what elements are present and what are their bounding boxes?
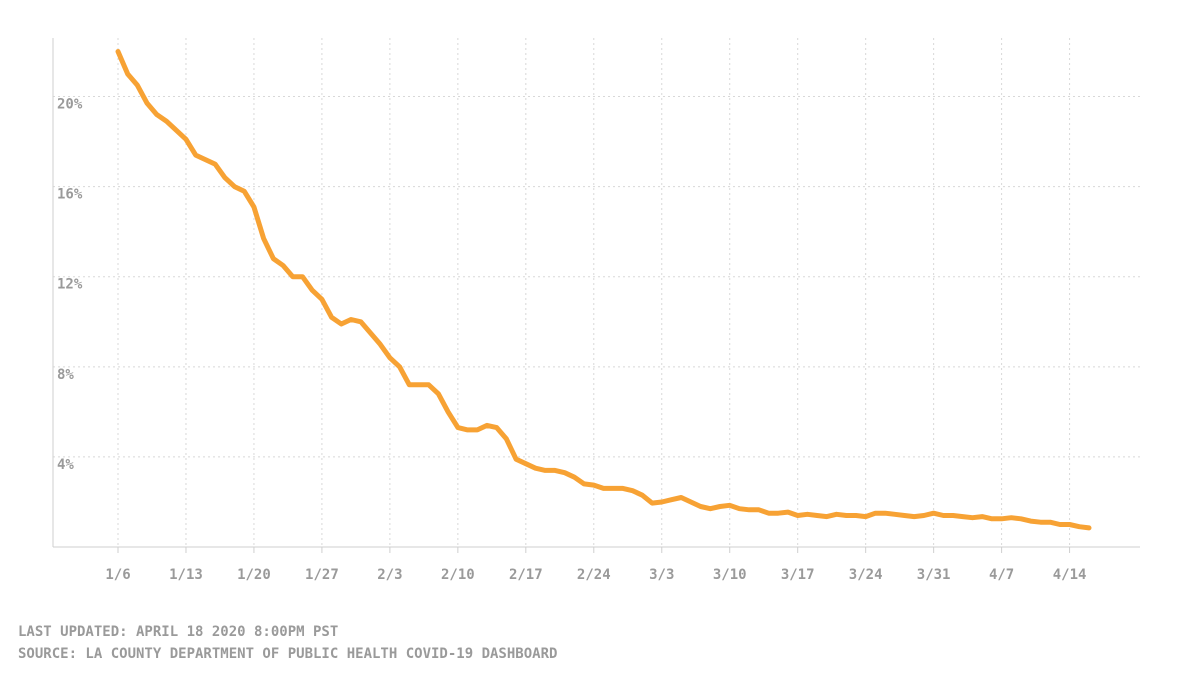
updated-note: LAST UPDATED: APRIL 18 2020 8:00PM PST bbox=[18, 624, 338, 640]
x-tick-label: 2/17 bbox=[509, 567, 543, 583]
x-tick-label: 4/7 bbox=[989, 567, 1014, 583]
x-tick-label: 3/24 bbox=[849, 567, 883, 583]
x-tick-label: 3/31 bbox=[917, 567, 951, 583]
data-line bbox=[115, 49, 1092, 531]
x-tick-label: 3/10 bbox=[713, 567, 747, 583]
x-tick-label: 1/6 bbox=[105, 567, 130, 583]
x-tick-label: 1/20 bbox=[237, 567, 271, 583]
x-tick-label: 3/3 bbox=[649, 567, 674, 583]
x-tick-label: 3/17 bbox=[781, 567, 815, 583]
y-tick-label: 8% bbox=[57, 367, 74, 383]
y-tick-label: 12% bbox=[57, 277, 83, 293]
x-tick-label: 1/13 bbox=[169, 567, 203, 583]
y-tick-label: 16% bbox=[57, 187, 83, 203]
x-tick-label: 2/24 bbox=[577, 567, 611, 583]
y-tick-label: 4% bbox=[57, 457, 74, 473]
x-tick-label: 2/10 bbox=[441, 567, 475, 583]
y-tick-label: 20% bbox=[57, 97, 83, 113]
x-tick-label: 2/3 bbox=[377, 567, 402, 583]
x-tick-label: 1/27 bbox=[305, 567, 339, 583]
source-note: SOURCE: LA COUNTY DEPARTMENT OF PUBLIC H… bbox=[18, 646, 557, 662]
x-tick-label: 4/14 bbox=[1053, 567, 1087, 583]
